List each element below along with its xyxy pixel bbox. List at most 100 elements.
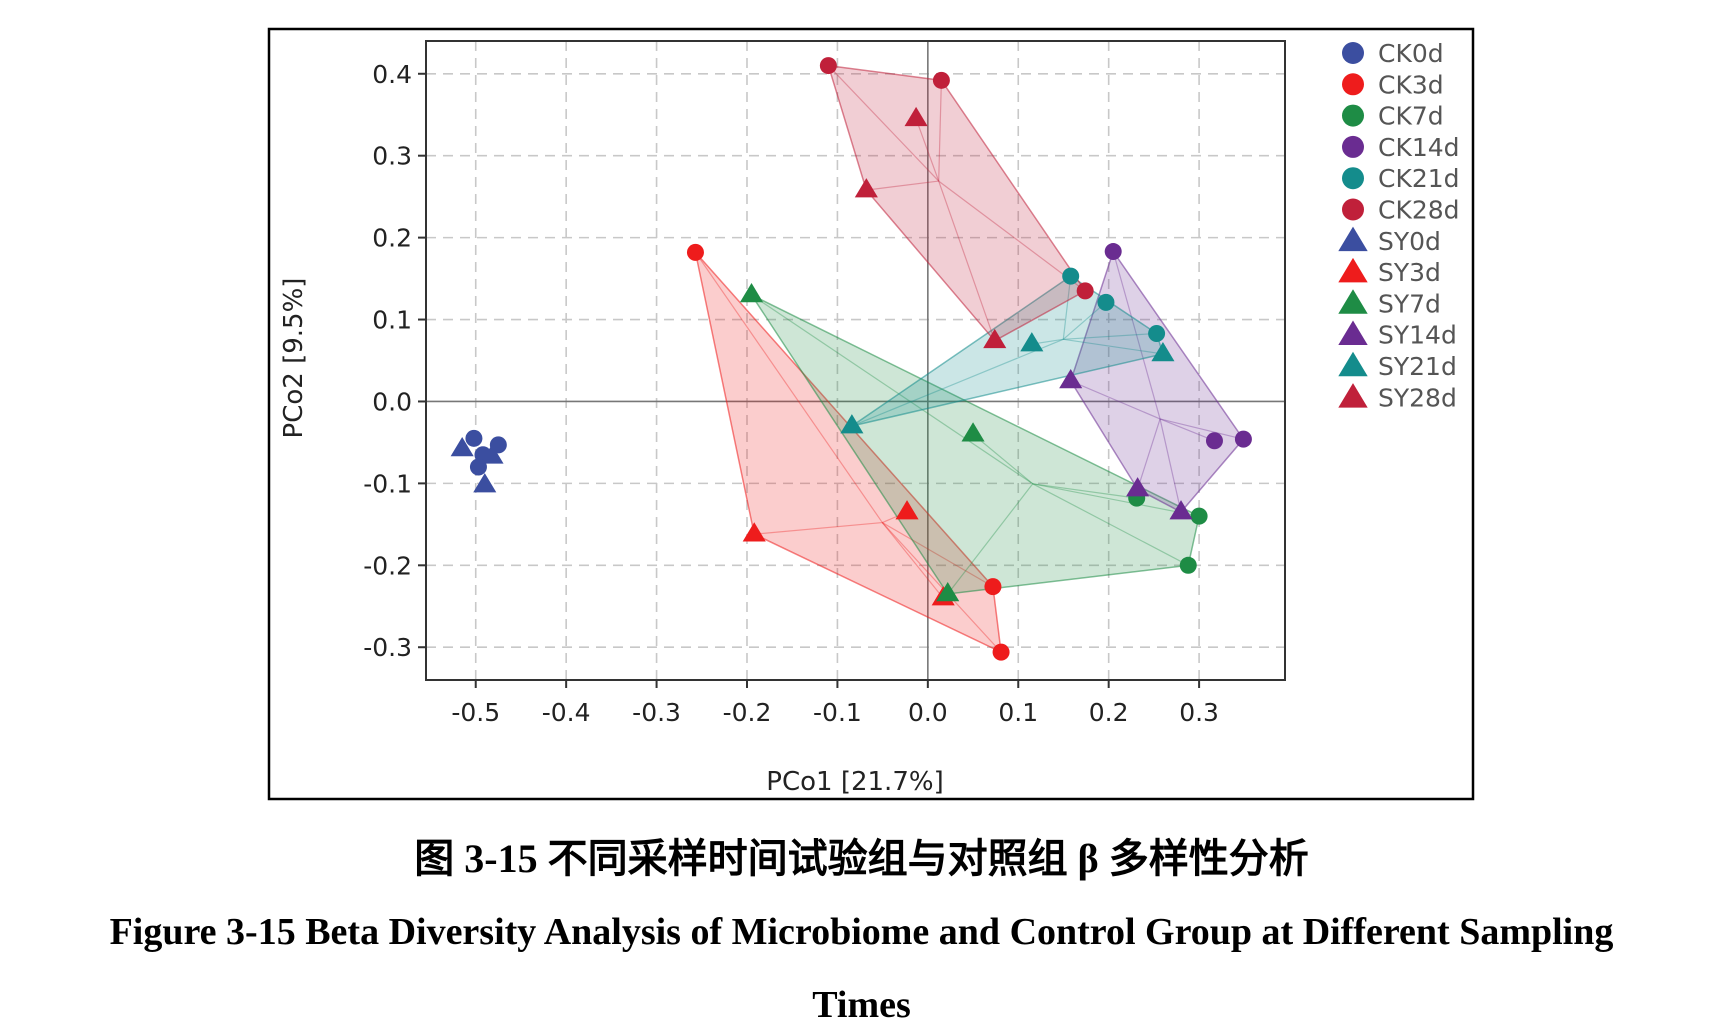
x-tick-label: 0.3 [1179,698,1219,727]
legend-marker-ck28d [1342,198,1364,221]
point-sy7d [936,582,960,602]
legend-marker-ck21d [1342,167,1364,190]
point-ck3d [992,643,1010,661]
group-spoke-14d [1159,418,1182,513]
legend-label-ck0d: CK0d [1378,39,1444,68]
legend-marker-sy0d [1338,226,1368,252]
figure-caption-english-line-1: Figure 3-15 Beta Diversity Analysis of M… [109,911,1614,953]
point-ck21d [1062,267,1080,285]
point-ck3d [984,578,1002,596]
group-spoke-14d [1070,380,1161,420]
x-tick-label: 0.0 [908,698,948,727]
group-spoke-7d [1032,483,1200,517]
x-tick-label: -0.3 [632,698,681,727]
group-spoke-14d [1159,418,1215,442]
group-spoke-21d [1062,276,1072,340]
group-spoke-14d [1159,418,1244,440]
point-ck14d [1234,430,1252,448]
x-tick-label: -0.2 [723,698,772,727]
legend-label-ck21d: CK21d [1378,164,1460,193]
x-tick-label: -0.1 [813,698,862,727]
group-spoke-21d [851,338,1064,427]
group-spoke-14d [1137,418,1161,490]
group-hull-14d [1069,249,1245,514]
group-spoke-7d [972,433,1034,485]
group-spoke-14d [1112,251,1161,420]
group-spoke-3d [882,522,994,588]
legend-marker-ck14d [1342,135,1364,158]
point-sy21d [1020,332,1044,352]
legend-label-sy0d: SY0d [1378,227,1441,256]
group-spoke-3d [881,522,944,599]
y-tick-label: -0.2 [363,551,412,580]
point-ck14d [1205,432,1223,450]
point-ck3d [686,243,704,261]
group-spoke-3d [754,521,883,535]
legend-label-ck28d: CK28d [1378,196,1460,225]
legend-marker-sy21d [1338,351,1368,377]
legend-label-sy14d: SY14d [1378,321,1457,350]
point-sy21d [1151,342,1175,362]
point-sy21d [840,414,864,434]
group-spoke-7d [1032,483,1137,499]
legend-label-sy7d: SY7d [1378,289,1441,318]
group-spoke-21d [1063,332,1157,340]
point-ck21d [1097,293,1115,311]
group-spoke-7d [947,483,1034,595]
y-tick-label: 0.0 [372,387,412,416]
point-sy0d [480,444,504,464]
point-sy28d [904,106,928,127]
legend-marker-ck0d [1342,42,1364,64]
legend-label-sy21d: SY21d [1378,352,1457,381]
point-sy7d [739,283,764,303]
group-spoke-21d [1062,301,1107,340]
group-spoke-28d [915,118,940,182]
point-sy0d [473,473,497,493]
point-sy14d [1059,369,1083,389]
group-hull-28d [827,64,1087,342]
point-sy14d [1126,477,1150,497]
legend-marker-sy7d [1338,289,1368,314]
point-ck7d [1179,556,1197,574]
figure: -0.5 -0.4 -0.3 -0.2 -0.1 0.0 0.1 0.2 0.3 -0.3 -0.2… [267,27,1475,801]
y-tick-label: -0.1 [363,469,412,498]
x-tick-label: 0.2 [1089,698,1129,727]
group-spoke-28d [938,80,942,182]
legend-label-sy3d: SY3d [1378,258,1441,287]
x-axis-label: PCo1 [21.7%] [766,767,943,797]
group-spoke-7d [1032,483,1189,566]
group-spoke-28d [938,180,1086,292]
point-sy0d [450,437,474,457]
legend-label-ck3d: CK3d [1378,70,1444,99]
group-spoke-28d [938,180,996,342]
y-tick-label: 0.2 [372,224,412,253]
figure-caption-english-line-2: Times [812,984,911,1026]
point-sy3d [895,500,919,520]
x-tick-label: 0.1 [998,698,1038,727]
point-sy28d [983,328,1007,349]
point-sy3d [742,522,766,542]
figure-caption-chinese: 图 3-15 不同采样时间试验组与对照组 β 多样性分析 [414,836,1309,881]
y-tick-label: 0.1 [372,306,412,335]
plot-area: -0.5 -0.4 -0.3 -0.2 -0.1 0.0 0.1 0.2 0.3 -0.3 -0.2… [363,40,1286,727]
y-tick-label: -0.3 [363,633,412,662]
legend-label-sy28d: SY28d [1378,383,1457,412]
legend-marker-sy14d [1338,320,1368,346]
legend-marker-ck3d [1342,73,1364,96]
point-ck28d [1076,282,1094,300]
legend-marker-ck7d [1342,104,1364,127]
y-tick-label: 0.4 [372,60,412,89]
point-sy14d [1169,500,1193,520]
point-ck21d [1148,324,1166,342]
point-ck7d [1190,507,1208,525]
group-spoke-28d [866,180,939,191]
point-ck28d [819,57,837,75]
x-tick-label: -0.5 [451,698,500,727]
point-sy7d [961,422,985,442]
group-spoke-3d [881,522,1002,653]
group-spoke-7d [751,294,1034,485]
plot-frame [425,40,1286,681]
y-tick-label: 0.3 [372,142,412,171]
x-tick-label: -0.4 [542,698,591,727]
legend-marker-sy28d [1338,383,1368,408]
